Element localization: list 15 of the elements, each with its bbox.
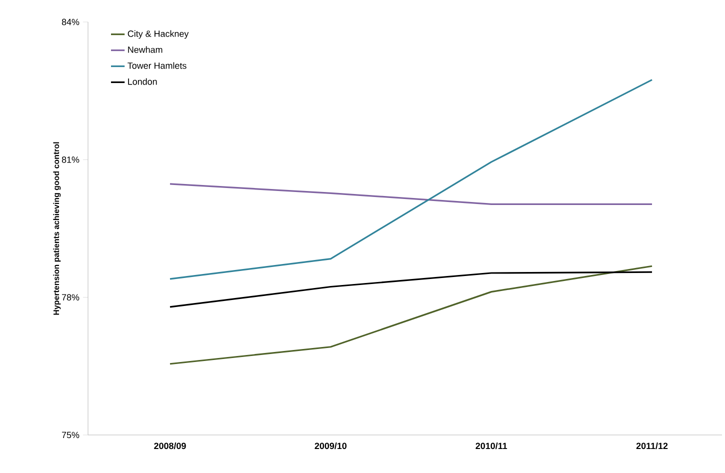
- x-tick-label: 2010/11: [476, 442, 508, 450]
- legend-label: Newham: [128, 46, 162, 53]
- y-tick-label: 84%: [62, 18, 80, 26]
- y-tick-label: 78%: [62, 294, 80, 300]
- line-series: [169, 265, 653, 365]
- x-tick-label: 2008/09: [154, 442, 186, 450]
- legend-label: City & Hackney: [128, 30, 189, 39]
- legend-label: Tower Hamlets: [128, 62, 186, 69]
- y-tick-label: 75%: [62, 432, 80, 438]
- x-tick-label: 2009/10: [314, 442, 347, 450]
- x-tick-label: 2011/12: [636, 442, 668, 450]
- legend-label: London: [128, 78, 157, 85]
- line-series: [169, 79, 653, 280]
- line-series: [169, 271, 653, 308]
- y-tick-label: 81%: [62, 156, 80, 163]
